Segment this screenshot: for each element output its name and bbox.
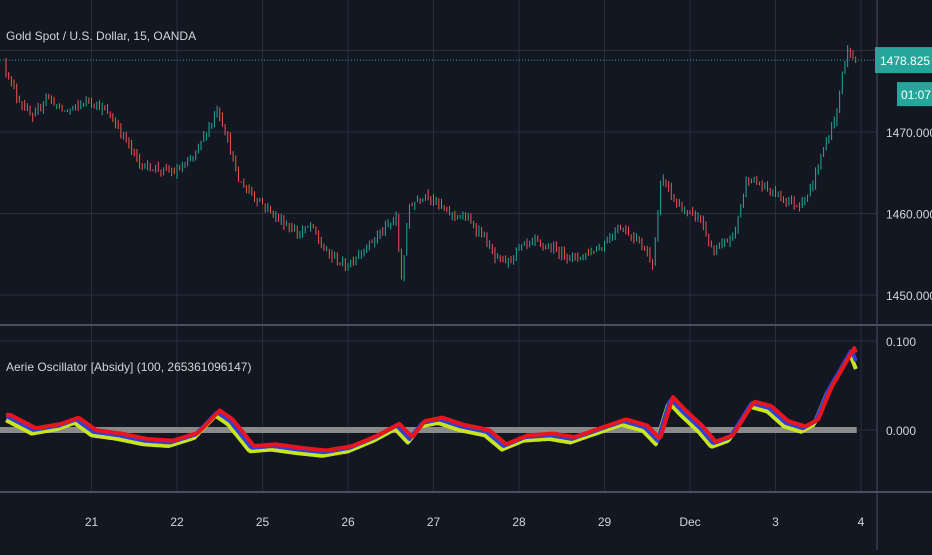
time-tick-label: 21 [85, 515, 99, 529]
time-tick-label: Dec [679, 515, 700, 529]
time-tick-label: 4 [858, 515, 865, 529]
osc-line-red [5, 346, 858, 453]
time-tick-label: 28 [512, 515, 526, 529]
last-price-label: 1478.825 [880, 54, 930, 68]
time-tick-label: 3 [772, 515, 779, 529]
time-tick-label: 22 [170, 515, 184, 529]
oscillator-pane-title: Aerie Oscillator [Absidy] (100, 26536109… [6, 360, 251, 374]
labels: Gold Spot / U.S. Dollar, 15, OANDA Aerie… [6, 29, 251, 374]
time-tick-label: 25 [256, 515, 270, 529]
main-pane-title: Gold Spot / U.S. Dollar, 15, OANDA [6, 29, 196, 43]
osc-tick-label: 0.000 [886, 424, 916, 438]
osc-line-yellow [5, 352, 858, 458]
last-price-tag [875, 47, 932, 74]
price-tick-label: 1450.000 [886, 289, 932, 303]
osc-tick-label: 0.100 [886, 335, 916, 349]
time-tick-label: 29 [598, 515, 612, 529]
time-tick-label: 27 [427, 515, 441, 529]
countdown-tag [897, 82, 932, 107]
time-tick-label: 26 [341, 515, 355, 529]
oscillator-lines [5, 346, 858, 458]
price-candles [5, 45, 857, 282]
countdown-label: 01:07 [901, 88, 931, 102]
price-tick-label: 1460.000 [886, 208, 932, 222]
price-tick-label: 1470.000 [886, 126, 932, 140]
